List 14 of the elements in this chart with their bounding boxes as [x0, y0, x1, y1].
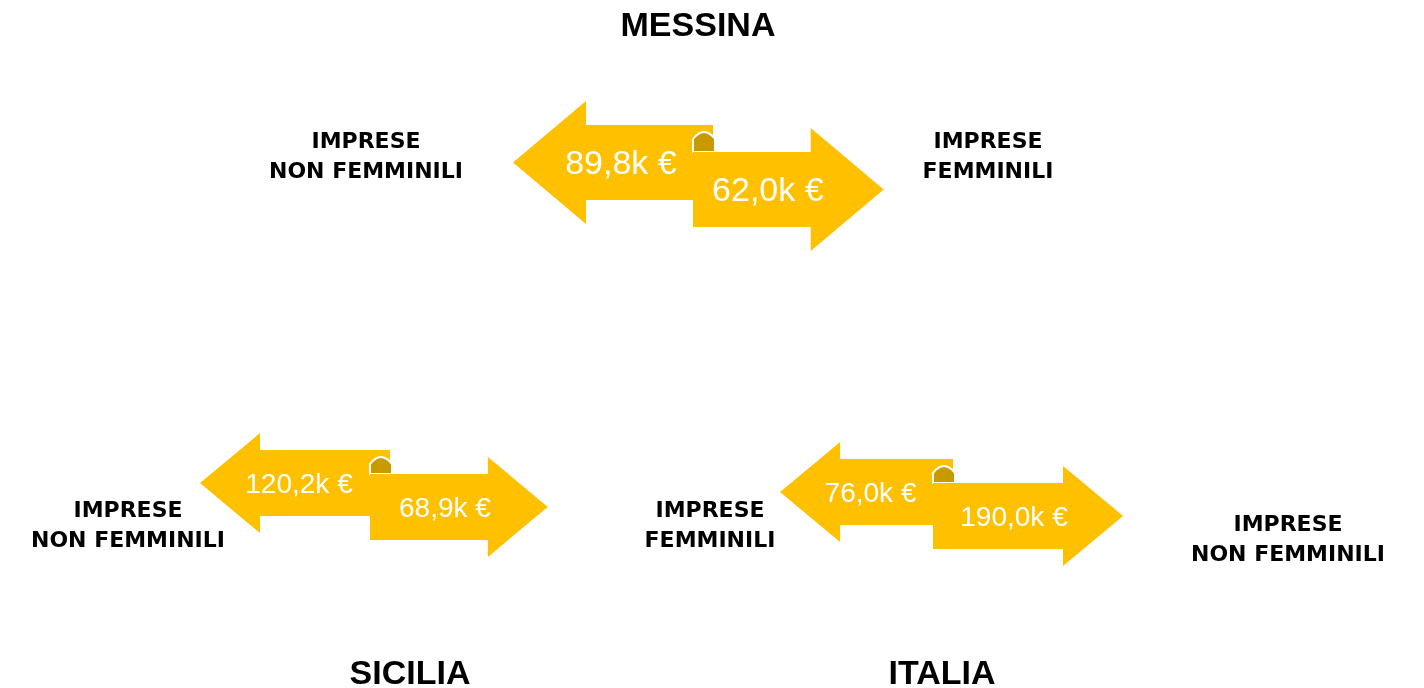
category-label: IMPRESE NON FEMMINILI — [1190, 511, 1386, 566]
text: MESSINA — [620, 5, 776, 43]
category-label: IMPRESE FEMMINILI — [644, 497, 776, 552]
data-label: 89,8k € — [565, 143, 677, 182]
text: ITALIA — [888, 653, 996, 688]
data-label: 76,0k € — [824, 476, 917, 508]
data-label: 62,0k € — [712, 170, 824, 209]
data-label: 190,0k € — [960, 500, 1069, 532]
text: SICILIA — [349, 653, 471, 688]
data-label: 68,9k € — [398, 491, 492, 523]
data-label: 120,2k € — [245, 467, 354, 499]
category-label: IMPRESE NON FEMMINILI — [30, 497, 226, 552]
category-label: IMPRESE FEMMINILI — [922, 128, 1054, 183]
category-label: IMPRESE NON FEMMINILI — [268, 128, 464, 183]
